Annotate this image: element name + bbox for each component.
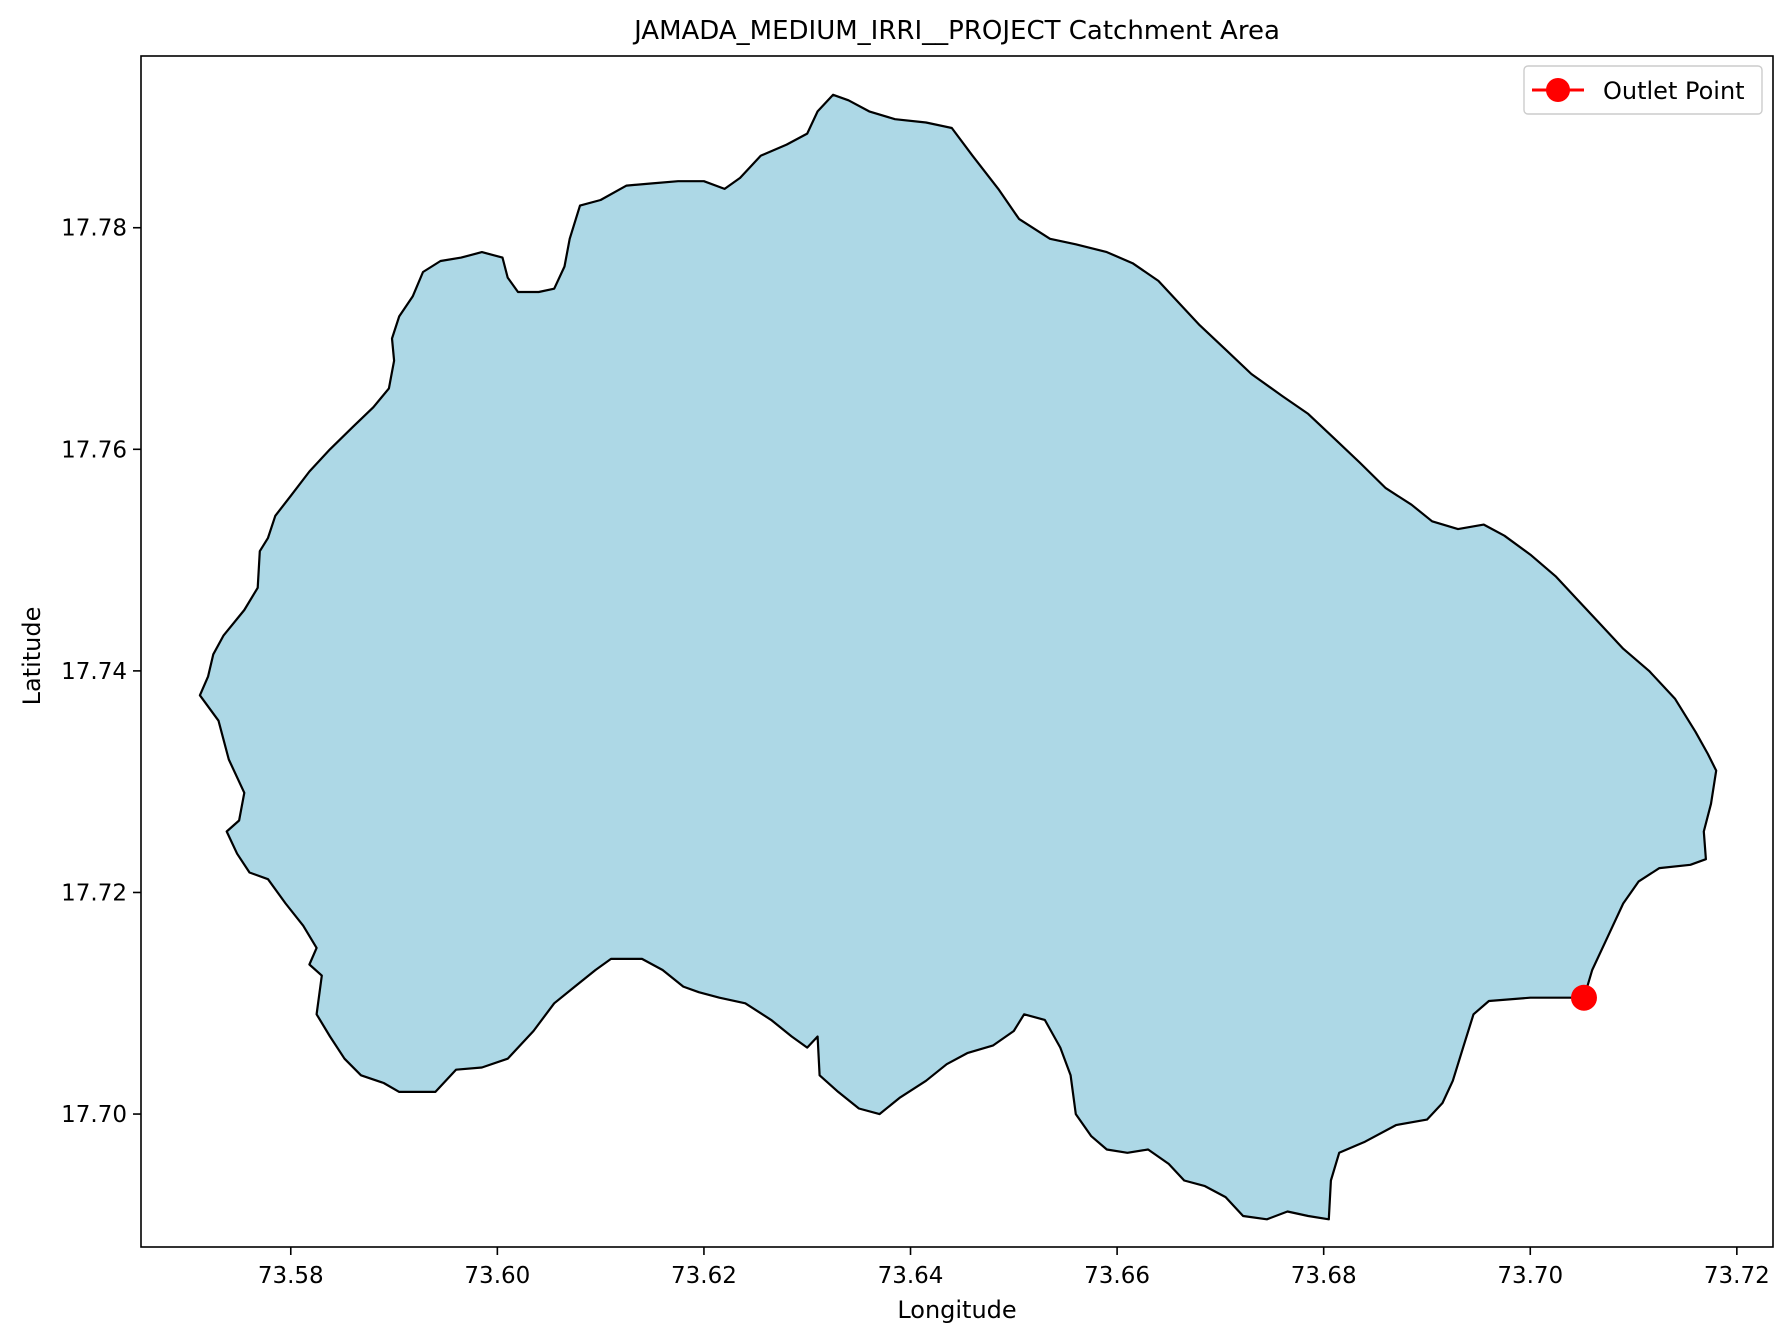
legend: Outlet Point (1523, 65, 1763, 115)
x-tick-label: 73.68 (1291, 1263, 1357, 1289)
y-tick-label: 17.78 (61, 216, 127, 242)
axes-frame (140, 55, 1774, 1248)
y-tick-label: 17.74 (61, 659, 127, 685)
y-tick-label: 17.72 (61, 880, 127, 906)
y-tick-label: 17.70 (61, 1102, 127, 1128)
y-tick-label: 17.76 (61, 437, 127, 463)
x-tick-label: 73.60 (464, 1263, 530, 1289)
y-axis-ticks: 17.70 17.72 17.74 17.76 17.78 (61, 216, 141, 1128)
legend-marker-swatch (1546, 78, 1570, 102)
x-tick-label: 73.72 (1704, 1263, 1770, 1289)
catchment-polygon (198, 93, 1718, 1221)
y-axis-label: Latitude (18, 607, 46, 706)
x-tick-label: 73.66 (1084, 1263, 1150, 1289)
x-tick-label: 73.62 (671, 1263, 737, 1289)
x-axis-label: Longitude (897, 1296, 1016, 1324)
legend-box (1523, 65, 1763, 115)
x-tick-label: 73.58 (258, 1263, 324, 1289)
x-tick-label: 73.70 (1497, 1263, 1563, 1289)
outlet-point-marker[interactable] (1570, 984, 1597, 1011)
x-axis-ticks: 73.58 73.60 73.62 73.64 73.66 73.68 73.70 73.72 (258, 1247, 1770, 1289)
plot-area (198, 93, 1718, 1221)
legend-label-outlet-point: Outlet Point (1603, 77, 1745, 105)
x-tick-label: 73.64 (878, 1263, 944, 1289)
map-title: JAMADA_MEDIUM_IRRI__PROJECT Catchment Ar… (632, 16, 1280, 46)
